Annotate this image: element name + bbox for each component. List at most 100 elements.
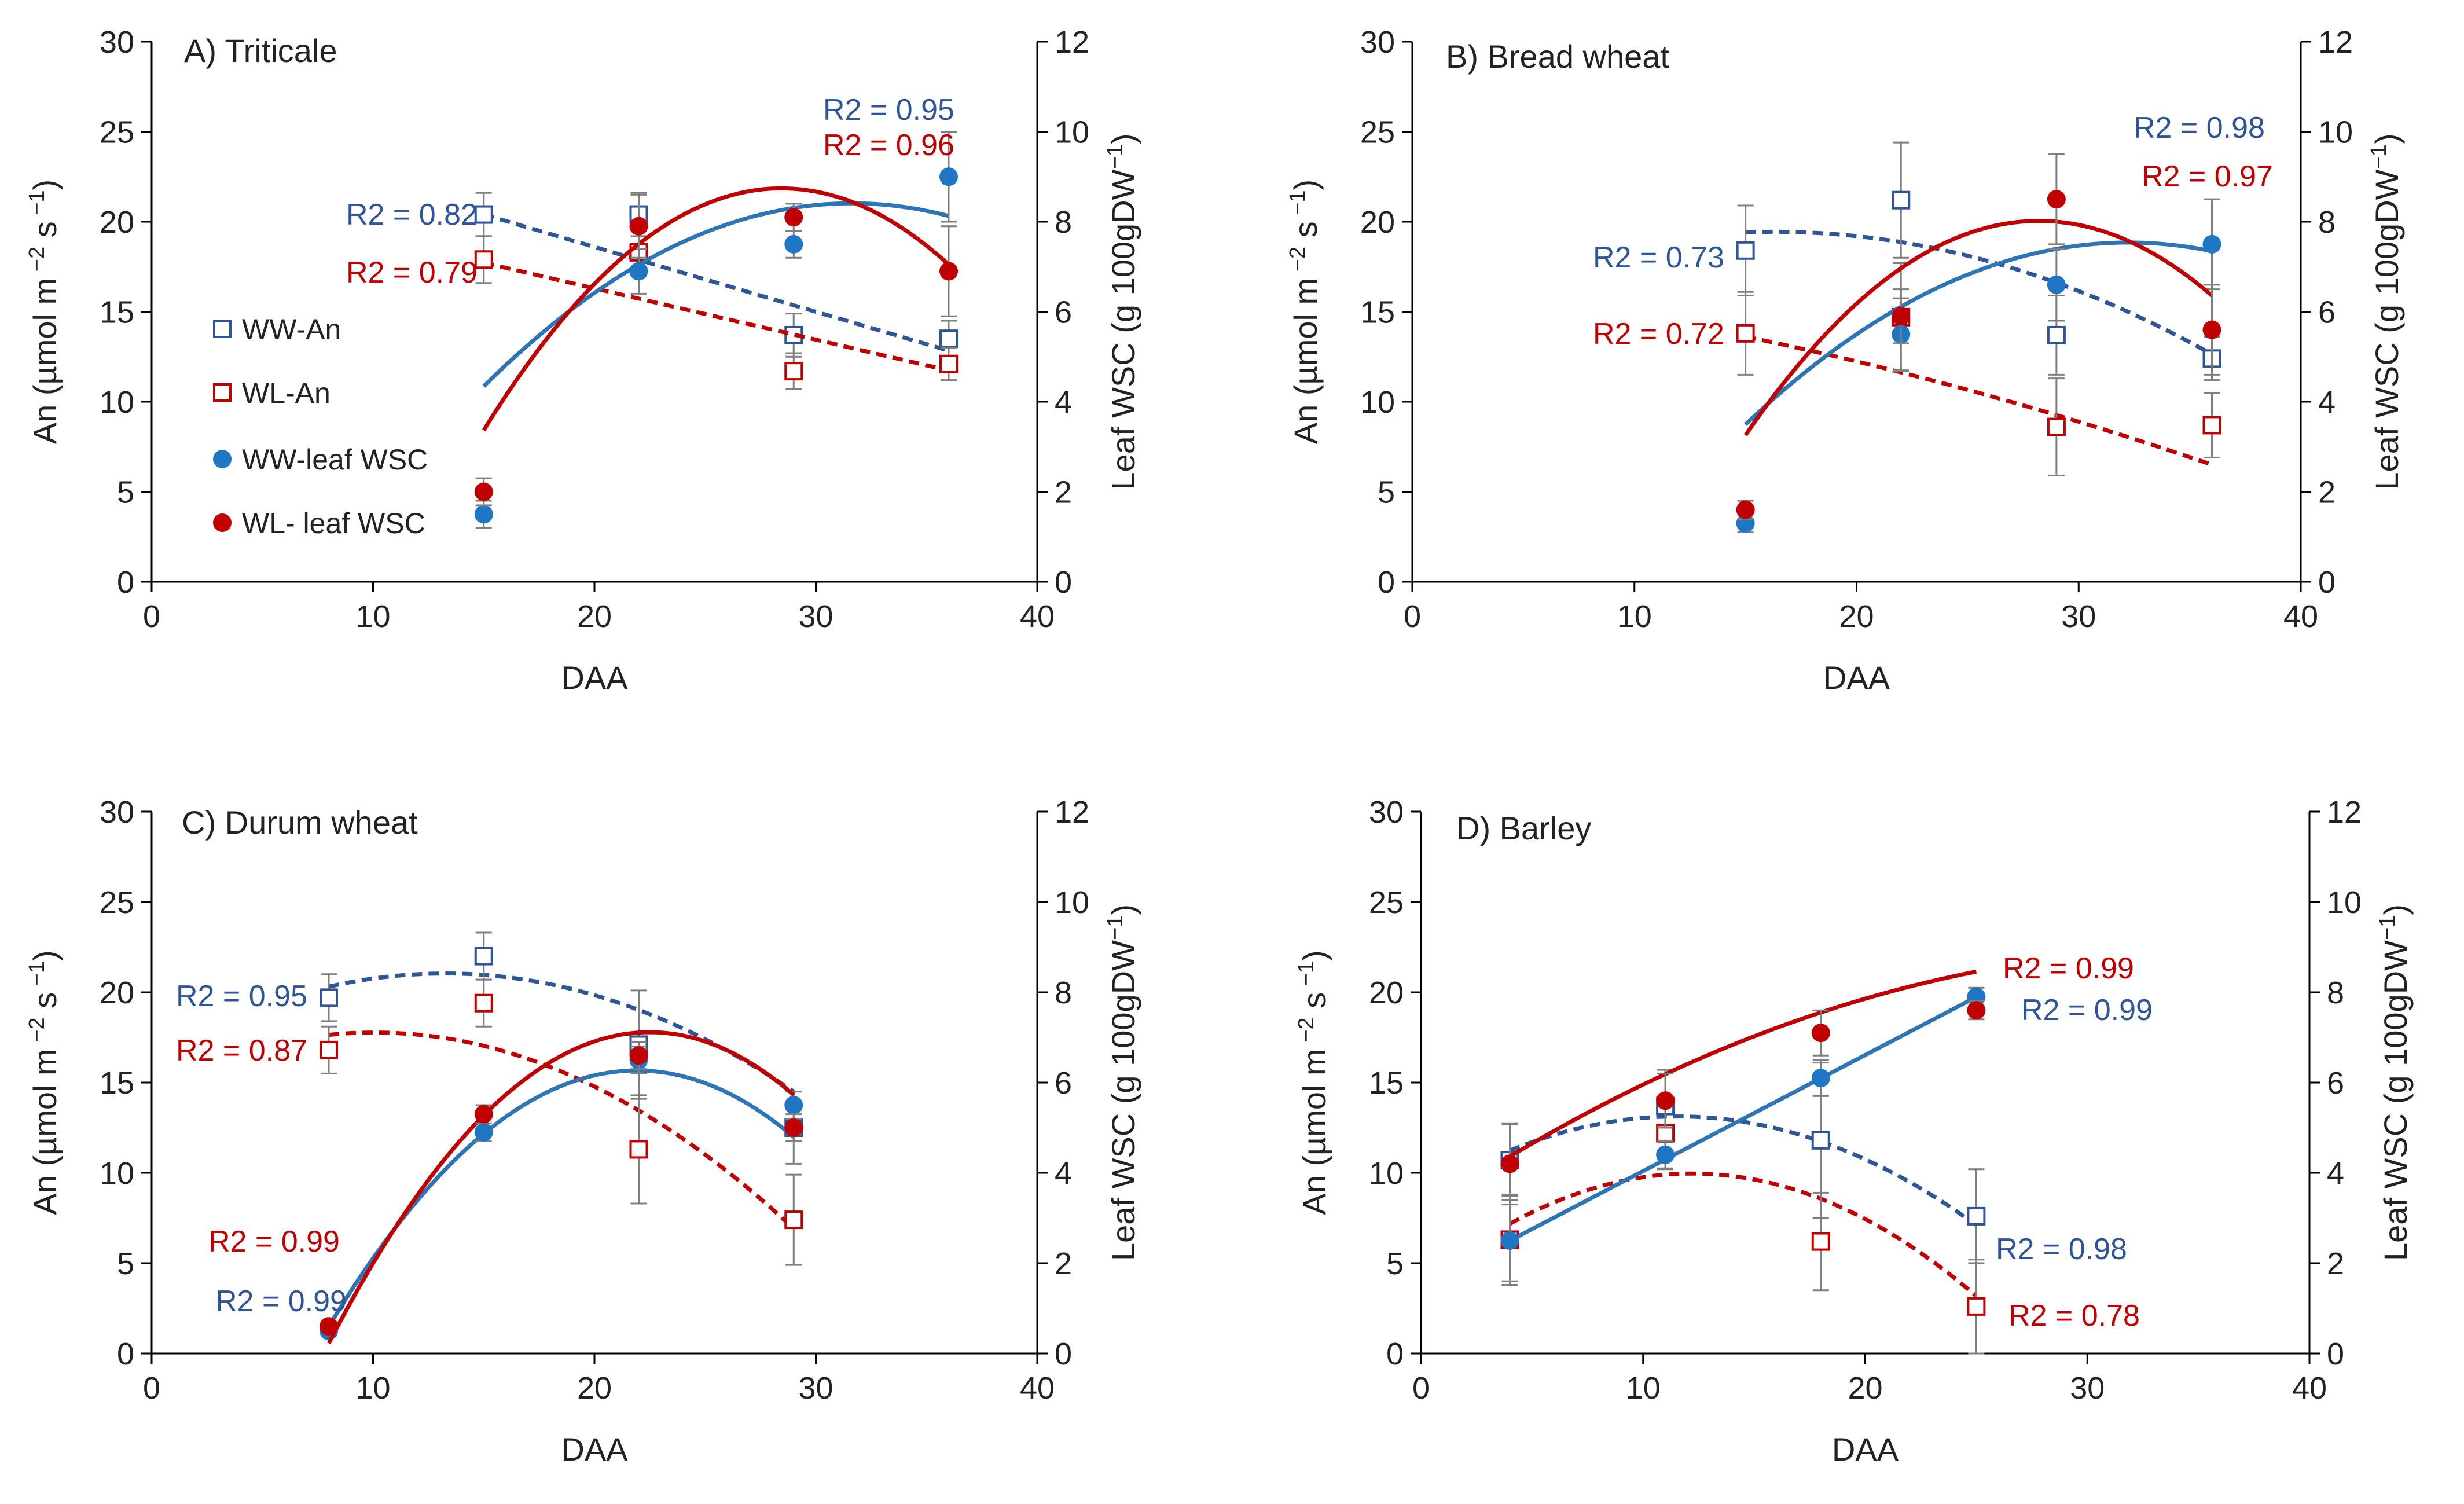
y-axis-label-text: An (µmol m	[27, 278, 63, 444]
legend-item: WW-leaf WSC	[213, 443, 428, 476]
x-tick-label: 40	[2292, 1371, 2327, 1406]
data-point	[1811, 1131, 1830, 1150]
y2-axis-label-text: )	[1105, 904, 1141, 915]
y-axis-label-text: An (µmol m	[1287, 278, 1324, 444]
trendline	[327, 1068, 795, 1328]
y2-axis-label-sup: −1	[2367, 144, 2391, 169]
legend-item: WL- leaf WSC	[213, 507, 425, 540]
y-axis-label-sup: −2	[1294, 1017, 1319, 1048]
x-tick-label: 0	[1412, 1371, 1430, 1406]
data-point	[320, 1040, 338, 1059]
data-point	[2047, 275, 2066, 294]
legend: WW-An WL-An WW-leaf WSC WL- leaf WSC	[213, 313, 428, 540]
panel-title: C) Durum wheat	[182, 804, 418, 841]
data-point	[784, 234, 803, 254]
y-axis-label-sup: −2	[1286, 247, 1310, 278]
legend-marker	[213, 320, 232, 338]
y2-tick-label: 8	[1055, 205, 1072, 240]
y-tick-label: 5	[117, 1246, 134, 1281]
trendline	[328, 1030, 795, 1231]
legend-marker	[213, 450, 232, 468]
data-point	[474, 250, 493, 269]
data-point	[1892, 190, 1911, 210]
y-tick-label: 10	[100, 1156, 134, 1191]
r-squared-label: R2 = 0.99	[2003, 952, 2134, 985]
x-tick-label: 20	[1839, 599, 1874, 634]
x-tick-label: 0	[143, 1371, 160, 1406]
y-axis-label-sup: −1	[25, 190, 49, 221]
y-tick-label: 15	[100, 295, 134, 330]
y2-axis-label-sup: −1	[1103, 144, 1128, 169]
y-tick-label: 20	[100, 975, 134, 1010]
y2-tick-label: 4	[2318, 385, 2336, 420]
data-point	[1500, 1154, 1519, 1173]
y-axis-label-sup: −2	[25, 1017, 49, 1048]
y-axis-label-text: s	[1287, 221, 1324, 247]
x-tick-label: 0	[1404, 599, 1421, 634]
y-axis-label-sup: −2	[25, 247, 49, 278]
data-point	[2047, 325, 2066, 344]
r-squared-label: R2 = 0.97	[2142, 160, 2273, 193]
legend-marker	[213, 383, 232, 402]
y2-axis-label: Leaf WSC (g 100gDW−1)	[1103, 904, 1141, 1261]
y2-tick-label: 4	[1055, 1156, 1072, 1191]
data-point	[2202, 234, 2221, 254]
x-axis-label: DAA	[561, 1431, 628, 1468]
data-point	[320, 1317, 338, 1336]
x-tick-label: 40	[1020, 1371, 1055, 1406]
y-tick-label: 15	[1360, 295, 1395, 330]
x-tick-label: 30	[2061, 599, 2096, 634]
x-tick-label: 0	[143, 599, 160, 634]
data-point	[629, 1046, 648, 1065]
y-axis-label-text: s	[27, 992, 63, 1018]
panel-title: A) Triticale	[184, 32, 337, 69]
data-point	[629, 217, 648, 236]
y-tick-label: 30	[1369, 795, 1404, 830]
data-point	[2202, 320, 2221, 339]
y2-axis-label-text: Leaf WSC (g 100gDW	[1105, 169, 1141, 490]
y2-tick-label: 8	[1055, 975, 1072, 1010]
y2-tick-label: 12	[2327, 795, 2362, 830]
y-axis-label: An (µmol m −2 s −1)	[1286, 179, 1324, 444]
y2-axis-label: Leaf WSC (g 100gDW−1)	[2367, 134, 2405, 490]
x-tick-label: 10	[355, 599, 390, 634]
data-point	[1811, 1232, 1830, 1251]
legend-label: WL-An	[242, 377, 331, 409]
y-tick-label: 30	[100, 795, 134, 830]
y2-tick-label: 12	[2318, 25, 2353, 60]
data-point	[784, 1118, 803, 1137]
y2-axis-label-sup: −1	[1103, 915, 1128, 940]
data-point	[2047, 190, 2066, 209]
y2-tick-label: 10	[2327, 885, 2362, 920]
r-squared-label: R2 = 0.82	[346, 198, 478, 232]
data-point	[1656, 1091, 1675, 1110]
y2-tick-label: 6	[1055, 295, 1072, 330]
trendline	[1745, 334, 2213, 467]
legend-label: WL- leaf WSC	[242, 507, 425, 540]
y-axis-label-text: )	[27, 179, 63, 190]
y-tick-label: 20	[100, 205, 134, 240]
data-point	[1736, 324, 1755, 343]
trendline	[1509, 1114, 1978, 1227]
x-axis-label: DAA	[1832, 1431, 1899, 1468]
y2-tick-label: 12	[1055, 25, 1089, 60]
legend-marker	[213, 513, 232, 532]
y-tick-label: 10	[100, 385, 134, 420]
y-axis-label-text: )	[1296, 950, 1332, 961]
y2-tick-label: 8	[2318, 205, 2336, 240]
legend-label: WW-An	[242, 313, 341, 346]
series-wl-leafwsc: R2 = 0.99	[1500, 952, 2134, 1206]
r-squared-label: R2 = 0.79	[346, 256, 478, 289]
y2-axis-label-text: )	[2368, 134, 2405, 145]
y-tick-label: 20	[1360, 205, 1395, 240]
trendline	[1508, 969, 1977, 1158]
y-tick-label: 0	[1386, 1337, 1404, 1371]
y-axis-label-sup: −1	[25, 961, 49, 992]
x-tick-label: 30	[2070, 1371, 2105, 1406]
trendline	[1508, 1171, 1978, 1298]
y-tick-label: 15	[100, 1066, 134, 1101]
y2-tick-label: 4	[1055, 385, 1072, 420]
y-axis-label-text: An (µmol m	[1296, 1048, 1332, 1215]
